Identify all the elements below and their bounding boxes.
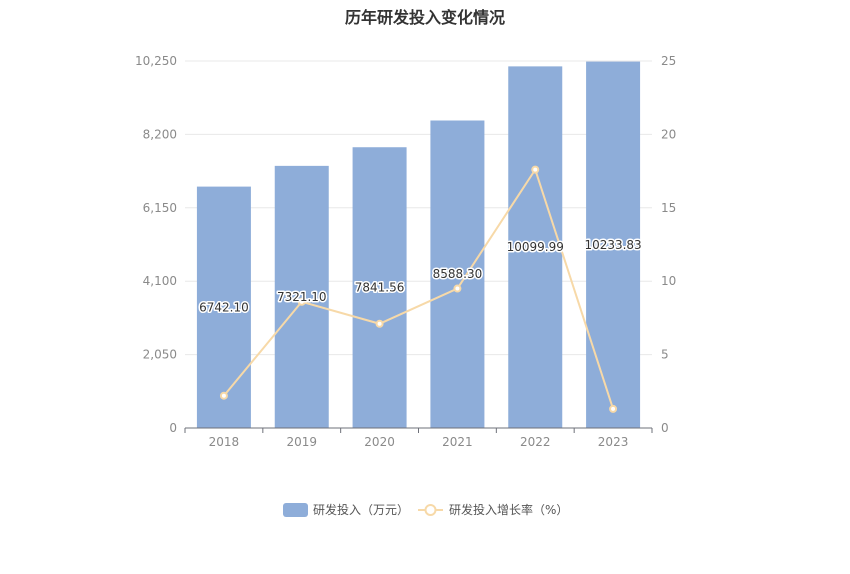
- left-axis-tick-label: 6,150: [143, 201, 177, 215]
- bar-value-label: 7321.10: [277, 290, 327, 304]
- legend-bar-swatch: [283, 503, 308, 517]
- data-labels: 6742.10 7321.10 7841.56 8588.30 10099.99 1023…: [198, 236, 644, 316]
- left-axis-tick-label: 0: [169, 421, 177, 435]
- chart-title: 历年研发投入变化情况: [344, 8, 505, 27]
- bar-value-label: 10099.99: [507, 240, 564, 254]
- bar[interactable]: [586, 61, 641, 428]
- line-point[interactable]: [609, 404, 618, 413]
- bar-value-label: 10233.83: [584, 238, 641, 252]
- bar[interactable]: [274, 165, 329, 429]
- bar-value-label: 8588.30: [433, 267, 483, 281]
- right-axis-tick-label: 0: [661, 421, 669, 435]
- x-axis-tick-label: 2019: [286, 435, 317, 449]
- line-point[interactable]: [531, 165, 540, 174]
- bar-value-label: 7841.56: [355, 281, 405, 295]
- right-axis-tick-label: 20: [661, 127, 676, 141]
- x-axis-tick-label: 2023: [598, 435, 629, 449]
- left-axis-tick-label: 8,200: [143, 127, 177, 141]
- bar[interactable]: [430, 120, 485, 429]
- bar[interactable]: [508, 66, 563, 428]
- right-axis-tick-label: 10: [661, 274, 676, 288]
- growth-rate-line: [223, 167, 615, 410]
- line-point[interactable]: [453, 284, 462, 293]
- x-axis-tick-label: 2018: [209, 435, 240, 449]
- bar-series: [196, 61, 641, 429]
- legend-item-bar[interactable]: 研发投入（万元）: [283, 502, 409, 517]
- legend[interactable]: 研发投入（万元） 研发投入增长率（%）: [283, 502, 568, 517]
- legend-item-line[interactable]: 研发投入增长率（%）: [418, 502, 568, 517]
- grid-lines: [185, 60, 652, 356]
- left-axis-tick-label: 4,100: [143, 274, 177, 288]
- line-point[interactable]: [219, 391, 228, 400]
- line-series: [219, 165, 618, 413]
- right-axis-tick-label: 15: [661, 201, 676, 215]
- legend-label: 研发投入增长率（%）: [449, 502, 568, 517]
- x-axis-tick-label: 2020: [364, 435, 395, 449]
- x-axis-tick-label: 2021: [442, 435, 473, 449]
- right-axis-tick-label: 5: [661, 348, 669, 362]
- line-point[interactable]: [375, 319, 384, 328]
- bar[interactable]: [352, 147, 407, 429]
- line-point[interactable]: [297, 297, 306, 306]
- left-axis-tick-label: 2,050: [143, 348, 177, 362]
- legend-label: 研发投入（万元）: [313, 502, 409, 517]
- bar-value-label: 6742.10: [199, 300, 249, 314]
- left-axis-tick-label: 10,250: [135, 54, 177, 68]
- x-axis-tick-label: 2022: [520, 435, 551, 449]
- axes: 0 2,050 4,100 6,150 8,200 10,250 0 5 10 15 20 25 201…: [135, 54, 676, 449]
- legend-line-marker: [424, 504, 437, 516]
- right-axis-tick-label: 25: [661, 54, 676, 68]
- bar[interactable]: [196, 186, 251, 428]
